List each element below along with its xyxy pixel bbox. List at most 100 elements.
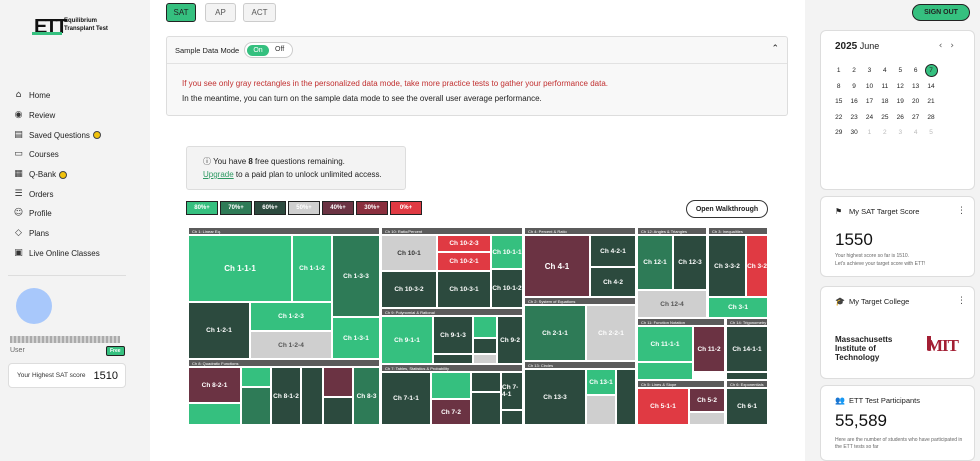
calendar-day[interactable]: 18: [881, 98, 889, 106]
treemap-cell[interactable]: Ch 7-4-1: [501, 372, 523, 410]
treemap-cell[interactable]: [586, 395, 616, 425]
calendar-day[interactable]: 3: [898, 129, 903, 137]
treemap-cell[interactable]: [471, 392, 501, 425]
calendar-day[interactable]: 14: [927, 82, 935, 90]
calendar-day[interactable]: 22: [835, 113, 843, 121]
treemap-cell[interactable]: Ch 1-1-2: [292, 235, 332, 302]
treemap-cell[interactable]: [433, 354, 473, 364]
calendar-day[interactable]: 17: [865, 98, 874, 106]
treemap-cell[interactable]: Ch 9-2: [497, 316, 523, 364]
tab-sat[interactable]: SAT: [166, 3, 196, 22]
calendar-day[interactable]: 1: [867, 129, 872, 137]
treemap-cell[interactable]: Ch 13-3: [524, 369, 586, 425]
treemap-cell[interactable]: [188, 403, 241, 425]
treemap-cell[interactable]: Ch 7-2: [431, 399, 471, 425]
treemap-cell[interactable]: [726, 372, 768, 380]
treemap-cell[interactable]: Ch 1-2-4: [250, 331, 332, 359]
treemap-cell[interactable]: Ch 4-1: [524, 235, 590, 297]
treemap-cell[interactable]: [637, 362, 693, 380]
treemap-cell[interactable]: Ch 1-3-3: [332, 235, 380, 317]
calendar-day[interactable]: 8: [836, 82, 841, 90]
treemap-cell[interactable]: [689, 412, 725, 425]
treemap-cell[interactable]: [473, 316, 497, 338]
nav-item-home[interactable]: ⌂ Home: [13, 86, 101, 106]
treemap-cell[interactable]: Ch 10-2-1: [437, 252, 491, 271]
treemap-cell[interactable]: Ch 8-3: [353, 367, 380, 425]
calendar-day[interactable]: 25: [881, 113, 889, 121]
treemap-cell[interactable]: [241, 367, 271, 387]
treemap-cell[interactable]: Ch 1-3-1: [332, 317, 380, 359]
calendar-day[interactable]: 10: [865, 82, 874, 90]
calendar-day[interactable]: 16: [850, 98, 858, 106]
treemap-cell[interactable]: Ch 8-1-2: [271, 367, 301, 425]
treemap-cell[interactable]: [501, 410, 523, 425]
treemap-cell[interactable]: Ch 12-1: [637, 235, 673, 290]
calendar-day[interactable]: 19: [896, 98, 904, 106]
treemap-cell[interactable]: [323, 397, 353, 425]
treemap-cell[interactable]: Ch 8-2-1: [188, 367, 241, 403]
panel-header[interactable]: Sample Data Mode On Off ⌃: [167, 37, 787, 64]
treemap-cell[interactable]: Ch 4-2: [590, 267, 636, 297]
treemap-cell[interactable]: [473, 354, 497, 364]
open-walkthrough-button[interactable]: Open Walkthrough: [686, 200, 768, 218]
avatar[interactable]: [16, 288, 52, 324]
calendar-day[interactable]: 30: [850, 129, 858, 137]
calendar-day[interactable]: 13: [912, 82, 920, 90]
treemap-cell[interactable]: [473, 338, 497, 354]
logo[interactable]: ETT Equilibrium Transplant Test: [32, 16, 114, 42]
treemap-cell[interactable]: Ch 13-1: [586, 369, 616, 395]
treemap-cell[interactable]: Ch 10-3-1: [437, 271, 491, 308]
calendar-day[interactable]: 1: [836, 67, 841, 75]
calendar-day[interactable]: 3: [867, 67, 872, 75]
treemap-cell[interactable]: Ch 1-2-3: [250, 302, 332, 331]
treemap-cell[interactable]: Ch 3-1: [708, 297, 768, 318]
calendar-day[interactable]: 9: [852, 82, 856, 90]
treemap-cell[interactable]: Ch 10-1: [381, 235, 437, 271]
calendar-day[interactable]: 20: [912, 98, 920, 106]
treemap-cell[interactable]: Ch 2-1-1: [524, 305, 586, 361]
more-options-icon[interactable]: ⋮: [957, 206, 966, 216]
calendar-day[interactable]: 11: [881, 82, 889, 90]
tab-ap[interactable]: AP: [205, 3, 236, 22]
nav-item-review[interactable]: ◉ Review: [13, 106, 101, 126]
treemap-cell[interactable]: Ch 10-1-2: [491, 269, 523, 308]
calendar-day[interactable]: 27: [912, 113, 920, 121]
treemap-cell[interactable]: Ch 5-2: [689, 388, 725, 412]
treemap-cell[interactable]: Ch 5-1-1: [637, 388, 689, 425]
calendar-day[interactable]: 12: [896, 82, 904, 90]
treemap-cell[interactable]: [301, 367, 323, 425]
calendar-day[interactable]: 21: [927, 98, 935, 106]
treemap-cell[interactable]: Ch 6-1: [726, 388, 768, 425]
treemap-cell[interactable]: Ch 9-1-3: [433, 316, 473, 354]
tab-act[interactable]: ACT: [243, 3, 276, 22]
treemap-cell[interactable]: [616, 369, 636, 425]
treemap-cell[interactable]: [241, 387, 271, 425]
treemap-cell[interactable]: Ch 10-3-2: [381, 271, 437, 308]
calendar-day[interactable]: 7: [924, 64, 938, 78]
treemap-cell[interactable]: Ch 14-1-1: [726, 326, 768, 372]
treemap-cell[interactable]: Ch 11-1-1: [637, 326, 693, 362]
calendar-day[interactable]: 29: [835, 129, 843, 137]
nav-item-profile[interactable]: ☺ Profile: [13, 204, 101, 224]
nav-item-qbank[interactable]: ▦ Q-Bank: [13, 165, 101, 185]
treemap-cell[interactable]: Ch 11-2: [693, 326, 725, 372]
treemap-cell[interactable]: Ch 12-3: [673, 235, 707, 290]
calendar-day[interactable]: 5: [929, 129, 933, 137]
treemap-cell[interactable]: Ch 12-4: [637, 290, 707, 318]
treemap-cell[interactable]: [323, 367, 353, 397]
calendar-day[interactable]: 26: [896, 113, 904, 121]
treemap-cell[interactable]: Ch 2-2-1: [586, 305, 636, 361]
nav-item-plans[interactable]: ◇ Plans: [13, 224, 101, 244]
calendar-day[interactable]: 2: [852, 67, 856, 75]
treemap-cell[interactable]: Ch 3-2: [746, 235, 768, 297]
treemap-cell[interactable]: Ch 1-1-1: [188, 235, 292, 302]
chevron-left-icon[interactable]: ‹: [938, 41, 951, 51]
calendar-day[interactable]: 4: [913, 129, 918, 137]
upgrade-link[interactable]: Upgrade: [203, 170, 234, 179]
toggle-off[interactable]: Off: [275, 46, 285, 53]
treemap-cell[interactable]: Ch 7-1-1: [381, 372, 431, 425]
nav-item-orders[interactable]: ☰ Orders: [13, 184, 101, 204]
chevron-right-icon[interactable]: ›: [950, 41, 962, 51]
treemap-cell[interactable]: [431, 372, 471, 399]
treemap-cell[interactable]: Ch 3-3-2: [708, 235, 746, 297]
